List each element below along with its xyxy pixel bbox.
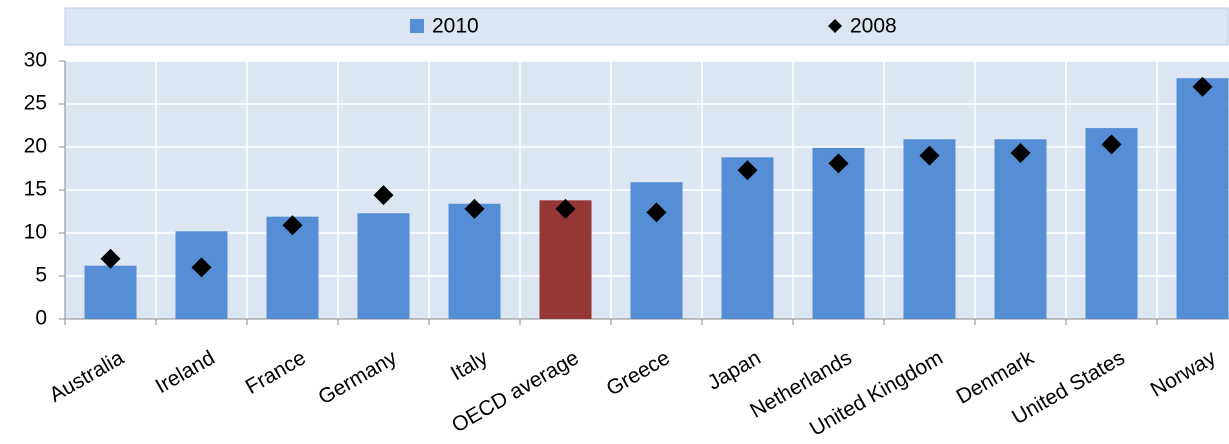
marker — [1010, 143, 1031, 164]
bar — [448, 203, 501, 319]
x-tick-label: Norway — [1147, 346, 1221, 402]
x-tick-label: Greece — [603, 346, 674, 400]
x-tick-label: Germany — [314, 346, 401, 409]
marker — [373, 185, 394, 206]
marker — [282, 215, 303, 236]
bar — [1176, 78, 1229, 319]
y-tick-label: 10 — [24, 221, 47, 244]
y-tick-label: 20 — [24, 135, 47, 158]
marker — [464, 198, 485, 219]
marker — [919, 145, 940, 166]
x-tick-label: Italy — [447, 346, 492, 385]
legend-label: 2008 — [850, 15, 897, 38]
y-tick-label: 0 — [35, 307, 47, 330]
marker — [828, 153, 849, 174]
x-tick-label: Japan — [704, 346, 765, 395]
legend-box — [64, 7, 1229, 46]
bar — [721, 157, 774, 319]
marker — [646, 202, 667, 223]
bar — [812, 147, 865, 319]
bar — [903, 139, 956, 319]
x-tick-label: France — [242, 346, 310, 399]
x-tick-label: Australia — [46, 346, 129, 407]
bar — [539, 200, 592, 319]
x-tick-label: Ireland — [152, 346, 219, 398]
y-tick-label: 25 — [24, 92, 47, 115]
bar — [357, 213, 410, 319]
legend-label: 2010 — [432, 15, 479, 38]
y-tick-label: 30 — [24, 49, 47, 72]
y-tick-label: 5 — [35, 264, 47, 287]
bar — [994, 139, 1047, 319]
marker — [100, 248, 121, 269]
legend-swatch — [828, 19, 842, 33]
marker — [1101, 134, 1122, 155]
marker — [1192, 76, 1213, 97]
marker — [191, 257, 212, 278]
legend-swatch — [410, 19, 424, 33]
bar — [1085, 128, 1138, 319]
marker — [737, 160, 758, 181]
marker — [555, 198, 576, 219]
y-tick-label: 15 — [24, 178, 47, 201]
bar — [84, 265, 137, 319]
